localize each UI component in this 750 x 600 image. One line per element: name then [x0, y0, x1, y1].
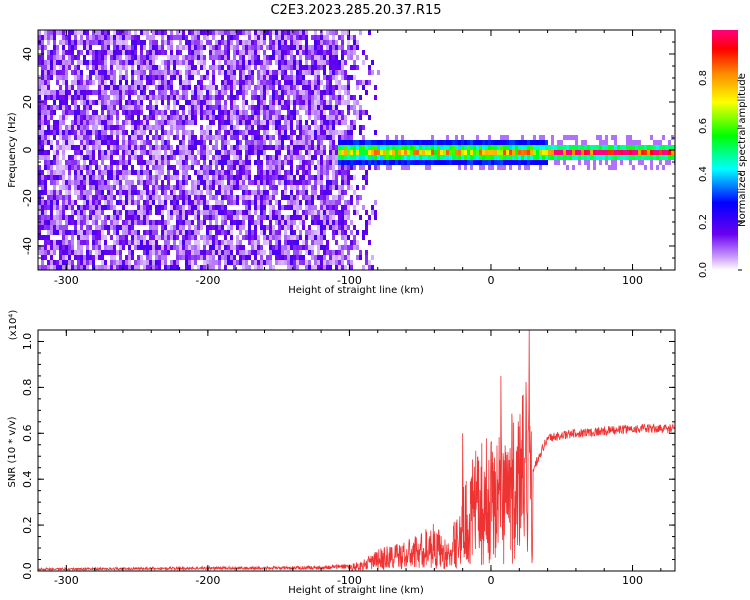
colorbar: 0.0 0.2 0.4 0.6 0.8 Normalized spectral ampl… [698, 30, 748, 278]
y-tick-label: 0.2 [21, 516, 34, 534]
snr-series-line [38, 330, 675, 571]
colorbar-gradient [712, 30, 738, 270]
y-tick-label: 0.4 [21, 470, 34, 488]
y-tick-label: 40 [21, 47, 34, 61]
snr-scale-label: (x10⁴) [8, 310, 19, 341]
y-tick-label: 0.0 [21, 562, 34, 580]
y-tick-label: 20 [21, 95, 34, 109]
x-tick-label: 100 [622, 274, 643, 287]
y-tick-label: -20 [21, 189, 34, 207]
figure-title: C2E3.2023.285.20.37.R15 [270, 3, 441, 18]
x-tick-label: -100 [337, 274, 362, 287]
colorbar-label: Normalized spectral amplitude [737, 73, 748, 227]
snr-frame [37, 329, 676, 572]
snr-axes: -300 -200 -100 0 100 0.0 0.2 0.4 0.6 0.8 1.0 [21, 330, 675, 587]
snr-panel: -300 -200 -100 0 100 0.0 0.2 0.4 0.6 0.8 1.0 Heigh… [7, 310, 676, 596]
x-tick-label: 100 [622, 574, 643, 587]
x-tick-label: -100 [337, 574, 362, 587]
x-tick-label: -200 [195, 574, 220, 587]
y-tick-label: 0.6 [21, 425, 34, 443]
colorbar-tick-label: 0.8 [698, 70, 709, 86]
y-tick-label: 0.8 [21, 379, 34, 397]
snr-ylabel: SNR (10 * v/v) [7, 416, 18, 487]
colorbar-tick-label: 0.4 [698, 166, 709, 182]
x-tick-label: -200 [195, 274, 220, 287]
x-tick-label: 0 [487, 274, 494, 287]
x-tick-label: -300 [54, 574, 79, 587]
spectrogram-xlabel: Height of straight line (km) [288, 285, 424, 296]
x-tick-label: 0 [487, 574, 494, 587]
colorbar-tick-label: 0.2 [698, 214, 709, 230]
snr-xlabel: Height of straight line (km) [288, 585, 424, 596]
colorbar-tick-label: 0.6 [698, 118, 709, 134]
y-tick-label: 0 [21, 147, 34, 154]
heatmap-cells [38, 30, 675, 270]
colorbar-ticks: 0.0 0.2 0.4 0.6 0.8 [698, 70, 742, 278]
spectrogram-ylabel: Frequency (Hz) [7, 112, 18, 188]
x-tick-label: -300 [54, 274, 79, 287]
y-tick-label: 1.0 [21, 333, 34, 351]
y-tick-label: -40 [21, 237, 34, 255]
colorbar-tick-label: 0.0 [698, 262, 709, 278]
